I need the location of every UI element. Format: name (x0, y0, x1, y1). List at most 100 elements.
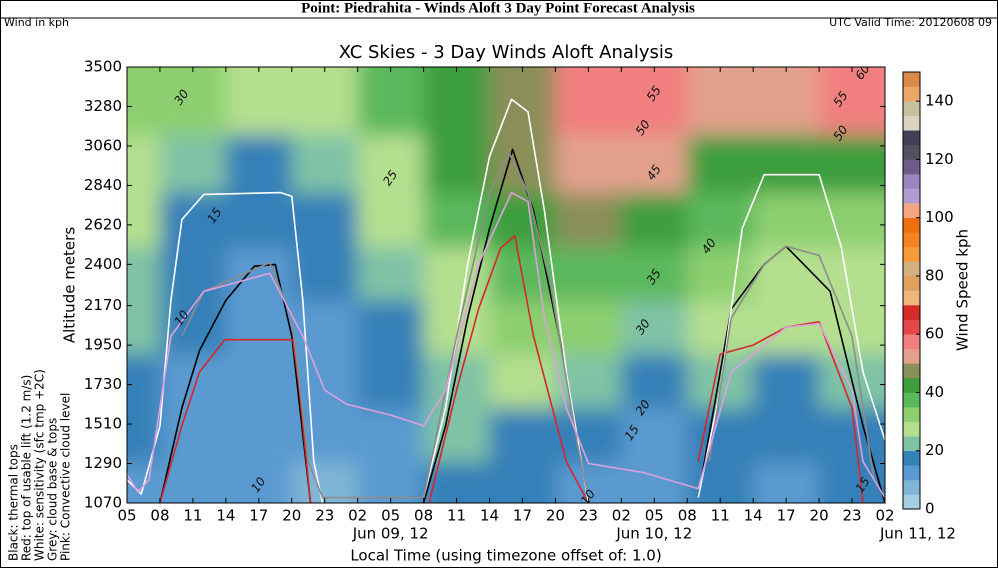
speed-cell (225, 67, 293, 135)
speed-cell (687, 67, 754, 135)
colorbar-segment (903, 217, 920, 233)
speed-cell (291, 300, 359, 355)
profile-line (181, 152, 875, 499)
speed-cell (159, 134, 227, 194)
legend-entry: Pink: Convective cloud level (59, 393, 73, 561)
y-tick-label: 1730 (84, 375, 122, 393)
speed-cell (555, 134, 622, 194)
colorbar-segment (903, 173, 920, 189)
colorbar-segment (903, 334, 920, 350)
speed-cell (127, 246, 161, 301)
x-tick-label: 23 (842, 507, 861, 525)
x-tick-label: 17 (513, 507, 532, 525)
speed-cell (753, 134, 820, 194)
speed-cell (127, 67, 161, 135)
colorbar-segment (903, 72, 920, 87)
colorbar-tick-label: 60 (925, 325, 944, 343)
speed-cell (555, 300, 622, 355)
speed-cell (225, 407, 293, 463)
speed-cell (159, 67, 227, 135)
x-tick-label: 05 (117, 507, 136, 525)
colorbar-segment (903, 436, 920, 452)
speed-cell (225, 134, 293, 194)
speed-cell (819, 134, 885, 194)
colorbar-segment (903, 275, 920, 291)
speed-cell (489, 300, 556, 355)
x-tick-label: 20 (546, 507, 565, 525)
colorbar-segment (903, 86, 920, 102)
y-tick-label: 3500 (84, 58, 122, 76)
colorbar-segment (903, 261, 920, 277)
colorbar-segment (903, 465, 920, 481)
units-note: Wind in kph (4, 16, 69, 29)
colorbar-segment (903, 115, 920, 131)
speed-cell (621, 354, 688, 409)
speed-cell (819, 67, 885, 135)
date-label: Jun 10, 12 (615, 525, 692, 543)
plot-frame (126, 66, 886, 504)
x-tick-label: 20 (282, 507, 301, 525)
speed-cell (291, 354, 359, 409)
speed-cell (291, 461, 359, 503)
x-tick-label: 02 (348, 507, 367, 525)
y-tick-label: 1950 (84, 336, 122, 354)
colorbar-segment (903, 450, 920, 466)
speed-cell (357, 461, 425, 503)
x-tick-label: 02 (612, 507, 631, 525)
speed-cell (127, 354, 161, 409)
speed-cell (753, 407, 820, 463)
speed-cell (753, 354, 820, 409)
x-axis-label: Local Time (using timezone offset of: 1.… (350, 547, 661, 565)
y-tick-label: 1070 (84, 494, 122, 512)
x-tick-label: 08 (414, 507, 433, 525)
y-tick-label: 1290 (84, 454, 122, 472)
speed-cell (357, 192, 425, 247)
speed-cell (555, 246, 622, 301)
speed-cell (159, 354, 227, 409)
speed-cell (489, 407, 556, 463)
profile-lines (127, 98, 885, 503)
date-label: Jun 11, 12 (879, 525, 956, 543)
y-tick-label: 1510 (84, 415, 122, 433)
page-title: Point: Piedrahita - Winds Aloft 3 Day Po… (301, 0, 695, 16)
speed-cell (225, 300, 293, 355)
speed-cell (819, 407, 885, 463)
x-tick-label: 14 (216, 507, 235, 525)
colorbar-segment (903, 363, 920, 379)
x-tick-label: 14 (480, 507, 499, 525)
x-tick-label: 20 (810, 507, 829, 525)
colorbar-segment (903, 319, 920, 335)
date-label: Jun 09, 12 (352, 525, 429, 543)
colorbar-segment (903, 232, 920, 248)
speed-cell (159, 407, 227, 463)
speed-cell (621, 300, 688, 355)
speed-cell (687, 407, 754, 463)
valid-time: UTC Valid Time: 20120608 09 (829, 16, 992, 29)
colorbar-tick-label: 20 (925, 441, 944, 459)
speed-cell (357, 354, 425, 409)
colorbar-segment (903, 305, 920, 320)
y-tick-label: 2620 (84, 215, 122, 233)
speed-cell (423, 246, 491, 301)
speed-cell (127, 192, 161, 247)
colorbar-segment (903, 392, 920, 408)
speed-cell (225, 192, 293, 247)
legend-entry: White: sensitivity (sfc tmp +2C) (33, 369, 47, 561)
speed-cell (357, 407, 425, 463)
colorbar-label: Wind Speed kph (954, 229, 972, 351)
speed-cell (555, 407, 622, 463)
speed-cell (291, 246, 359, 301)
speed-cell (423, 354, 491, 409)
speed-cell (687, 246, 754, 301)
speed-cell (423, 134, 491, 194)
y-tick-label: 3280 (84, 97, 122, 115)
colorbar-segment (903, 203, 920, 218)
speed-cell (753, 461, 820, 503)
speed-cell (753, 67, 820, 135)
speed-cell (489, 67, 556, 135)
x-tick-label: 11 (447, 507, 466, 525)
legend-entry: Red: top of usable lift (1.2 m/s) (20, 375, 34, 561)
colorbar-segment (903, 159, 920, 175)
colorbar-segment (903, 494, 920, 510)
